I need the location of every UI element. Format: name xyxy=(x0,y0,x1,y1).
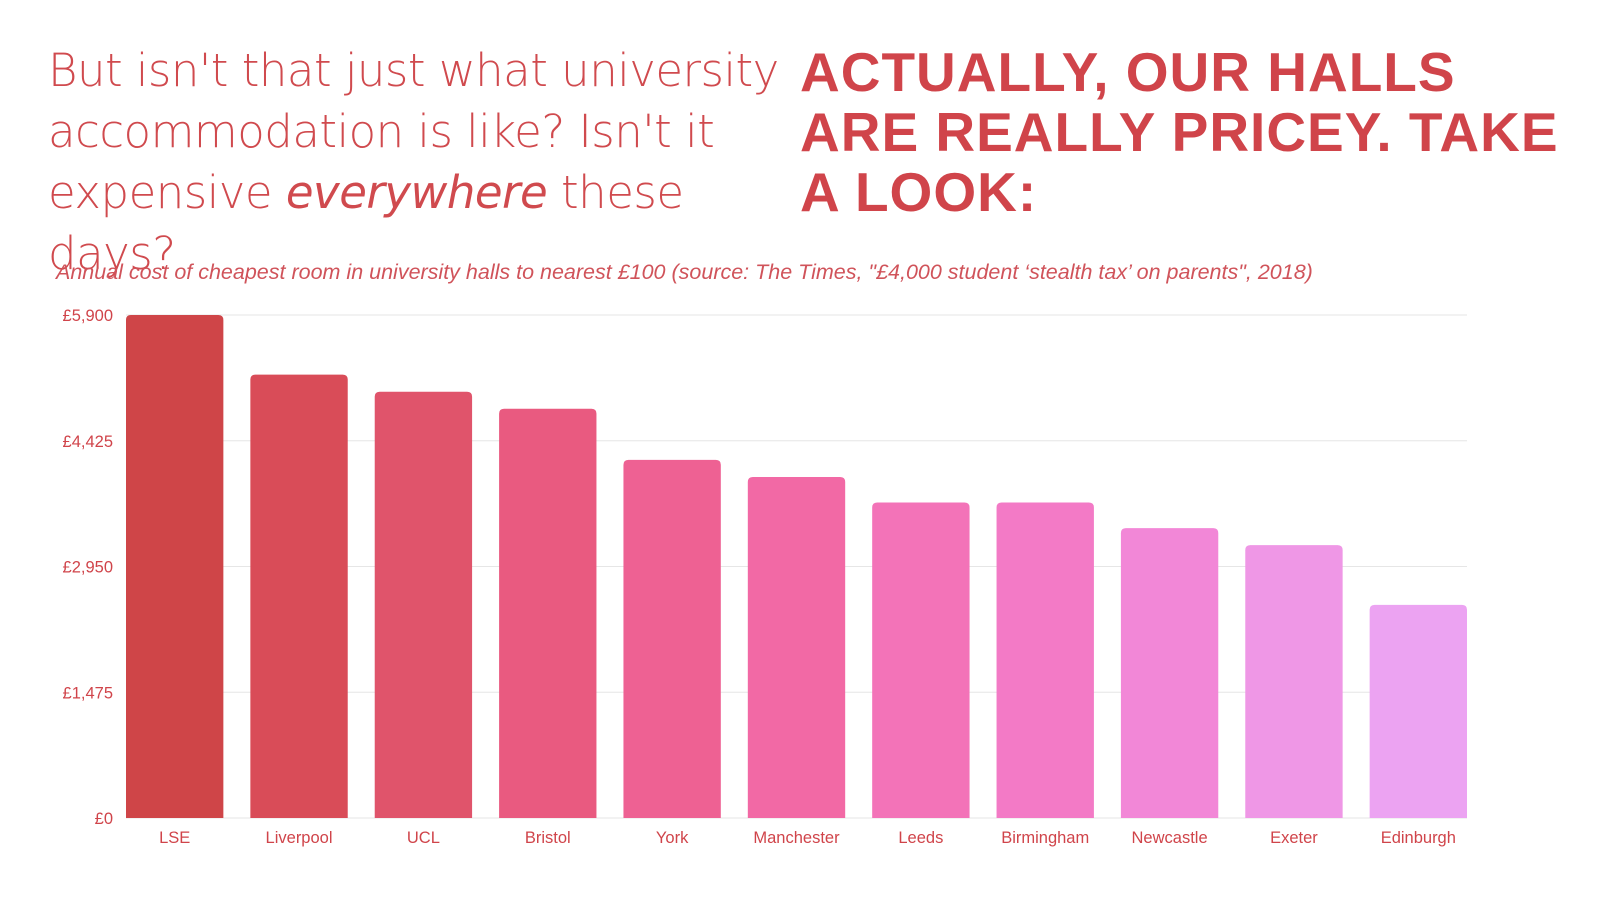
headline-answer: ACTUALLY, OUR HALLS ARE REALLY PRICEY. T… xyxy=(800,41,1559,223)
bar-lse xyxy=(126,315,224,818)
bar-bristol xyxy=(499,408,597,818)
bar-liverpool xyxy=(250,374,348,818)
bar-newcastle xyxy=(1120,528,1219,818)
bar-exeter xyxy=(1245,545,1343,818)
x-category-label: LSE xyxy=(159,829,190,847)
y-tick-label: £0 xyxy=(95,810,113,828)
x-category-label: Manchester xyxy=(753,829,840,847)
headline-question-emphasis: everywhere xyxy=(285,166,548,219)
x-category-label: Bristol xyxy=(525,829,571,847)
y-axis-tick-labels: £0 £1,475 £2,950 £4,425 £5,900 xyxy=(63,307,113,828)
x-category-label: York xyxy=(656,829,689,847)
x-category-label: Liverpool xyxy=(266,829,333,847)
y-tick-label: £5,900 xyxy=(63,307,113,325)
x-category-label: UCL xyxy=(407,829,440,847)
headline-question-part1: But isn't that just what university acco… xyxy=(48,44,779,219)
x-category-label: Newcastle xyxy=(1132,829,1208,847)
bar-ucl xyxy=(374,391,473,818)
x-category-label: Birmingham xyxy=(1001,829,1089,847)
bar-manchester xyxy=(747,476,846,818)
x-category-label: Leeds xyxy=(898,829,943,847)
bar-edinburgh xyxy=(1369,604,1467,818)
y-tick-label: £1,475 xyxy=(63,684,113,702)
y-tick-label: £2,950 xyxy=(63,559,113,577)
chart-subtitle: Annual cost of cheapest room in universi… xyxy=(56,260,1313,284)
headline-question: But isn't that just what university acco… xyxy=(48,40,808,284)
headline-question-part2: these days? xyxy=(48,166,684,280)
x-category-label: Edinburgh xyxy=(1381,829,1456,847)
bar-birmingham xyxy=(996,502,1094,818)
bar-leeds xyxy=(872,502,970,818)
x-category-label: Exeter xyxy=(1270,829,1318,847)
bars xyxy=(126,315,1467,818)
y-tick-label: £4,425 xyxy=(63,433,113,451)
bar-york xyxy=(623,459,721,818)
x-axis-category-labels: LSE Liverpool UCL Bristol York Manchester Leed… xyxy=(159,829,1456,847)
